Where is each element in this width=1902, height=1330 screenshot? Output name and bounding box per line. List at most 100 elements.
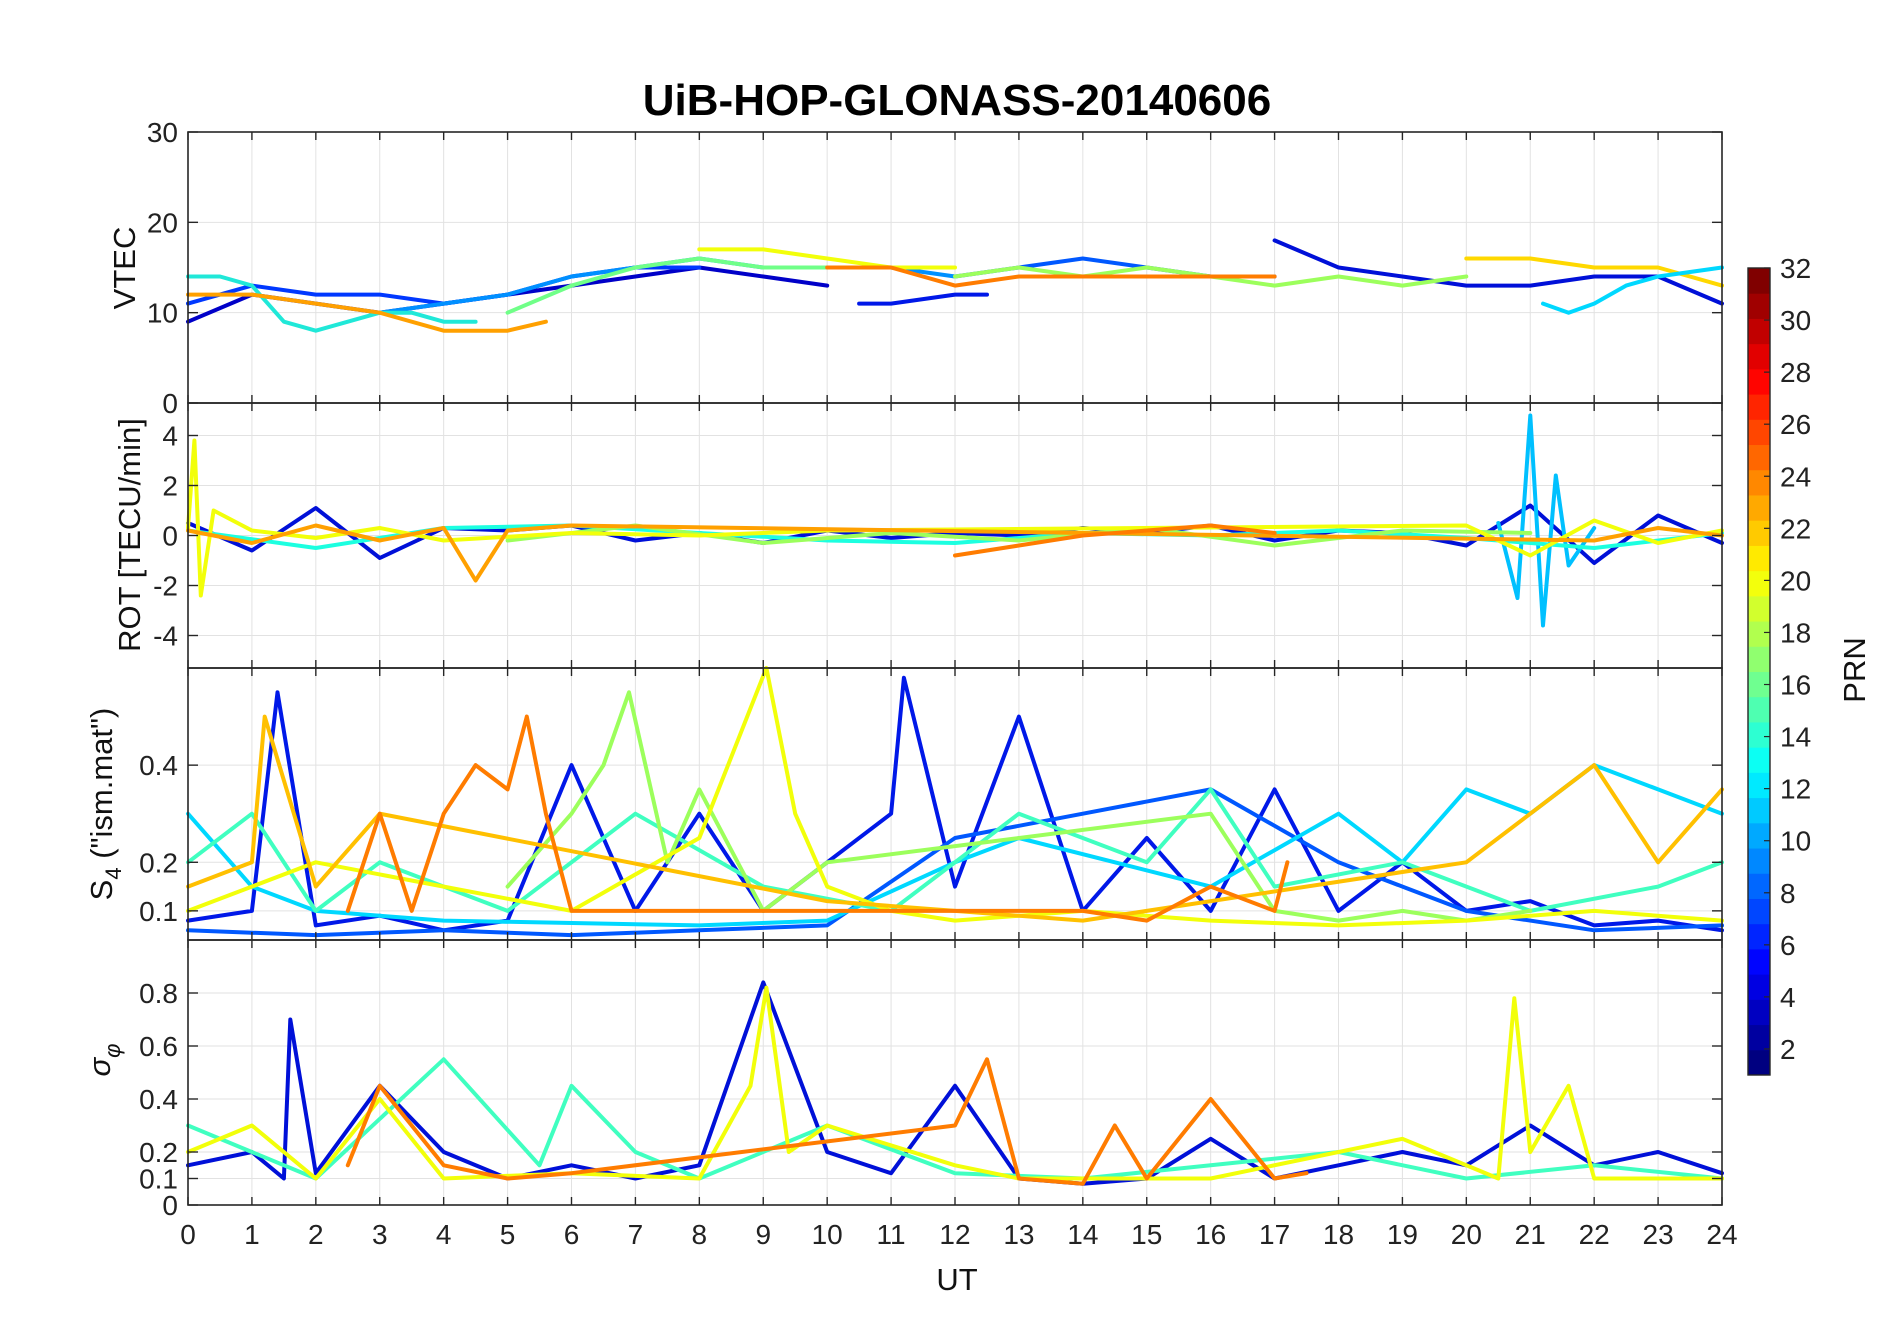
vtec-series-prn-23 <box>186 292 548 333</box>
vtec-series-prn-3 <box>1272 238 1724 306</box>
s4-series-prn-15 <box>186 787 1724 913</box>
x-tick-label: 22 <box>1579 1219 1610 1250</box>
vtec-series-prn-12 <box>1541 265 1724 315</box>
s4-series-prn-17 <box>505 690 1533 923</box>
x-tick-label: 20 <box>1451 1219 1482 1250</box>
s4-grid <box>187 668 1723 940</box>
x-tick-label: 0 <box>180 1219 196 1250</box>
colorbar-segment <box>1748 923 1770 950</box>
rot-ytick-label: 4 <box>162 421 178 452</box>
sigma-ylabel-sub: φ <box>100 1043 125 1057</box>
colorbar-tick-label: 10 <box>1780 826 1811 857</box>
sigma-ytick-label: 0 <box>162 1190 178 1221</box>
colorbar-segment <box>1748 696 1770 723</box>
rot-ticks: -4 -2 0 2 4 <box>153 403 1723 668</box>
colorbar-tick-label: 16 <box>1780 670 1811 701</box>
sigma-ytick-label: 0.6 <box>139 1031 178 1062</box>
colorbar-segment <box>1748 671 1770 698</box>
colorbar-segment <box>1748 646 1770 672</box>
colorbar-tick-label: 4 <box>1780 982 1796 1013</box>
rot-series-prn-23 <box>186 523 1724 583</box>
vtec-series-prn-4 <box>857 292 989 306</box>
x-tick-label: 9 <box>755 1219 771 1250</box>
rot-ytick-label: -4 <box>153 621 178 652</box>
colorbar-segment <box>1748 394 1770 420</box>
x-tick-label: 17 <box>1259 1219 1290 1250</box>
sigma-ytick-label: 0.1 <box>139 1164 178 1195</box>
s4-ylabel-sub: 4 <box>101 867 126 879</box>
sigma-series-prn-24 <box>345 1057 1309 1186</box>
x-tick-label: 2 <box>308 1219 324 1250</box>
vtec-ylabel: VTEC <box>107 227 142 310</box>
colorbar-segment <box>1748 419 1770 446</box>
sigma-series-prn-3 <box>186 980 1724 1186</box>
vtec-panel: 0 10 20 30 VTEC <box>107 117 1724 419</box>
colorbar-segment <box>1748 898 1770 925</box>
s4-ytick-label: 0.1 <box>139 896 178 927</box>
x-tick-label: 12 <box>939 1219 970 1250</box>
colorbar-segment <box>1748 1049 1770 1076</box>
vtec-ticks: 0 10 20 30 <box>147 117 1723 419</box>
x-axis-label: UT <box>936 1262 977 1297</box>
s4-panel: 0.1 0.2 0.4 S4 ("ism.mat") <box>84 666 1724 941</box>
colorbar-tick-label: 14 <box>1780 722 1811 753</box>
x-tick-label: 13 <box>1003 1219 1034 1250</box>
colorbar-segment <box>1748 822 1770 849</box>
rot-series-prn-11 <box>1496 413 1597 628</box>
sigma-ytick-label: 0.8 <box>139 978 178 1009</box>
vtec-series <box>186 238 1724 333</box>
chart-title: UiB-HOP-GLONASS-20140606 <box>643 76 1271 125</box>
colorbar-segment <box>1748 621 1770 647</box>
colorbar-segment <box>1748 721 1770 748</box>
x-tick-label: 3 <box>372 1219 388 1250</box>
colorbar-tick-label: 26 <box>1780 409 1811 440</box>
sigma-series-prn-20 <box>186 985 1724 1181</box>
sigma-panel: 00.10.2 0.4 0.6 0.8 σφ <box>82 939 1724 1221</box>
x-tick-label: 4 <box>436 1219 452 1250</box>
colorbar-segment <box>1748 444 1770 471</box>
colorbar-tick-label: 32 <box>1780 253 1811 284</box>
x-tick-label: 6 <box>564 1219 580 1250</box>
colorbar <box>1747 267 1771 1076</box>
sigma-ticks: 00.10.2 0.4 0.6 0.8 <box>139 940 1723 1221</box>
colorbar-segment <box>1748 570 1770 597</box>
colorbar-segment <box>1748 772 1770 799</box>
vtec-series-prn-20 <box>697 247 957 270</box>
colorbar-segment <box>1748 999 1770 1026</box>
rot-ytick-label: -2 <box>153 571 178 602</box>
colorbar-label: PRN <box>1837 637 1872 702</box>
colorbar-segment <box>1748 848 1770 874</box>
colorbar-tick-label: 8 <box>1780 878 1796 909</box>
x-tick-label: 8 <box>692 1219 708 1250</box>
s4-ticks: 0.1 0.2 0.4 <box>139 668 1723 940</box>
colorbar-segment <box>1748 268 1770 294</box>
vtec-series-prn-24 <box>825 265 1277 288</box>
s4-ytick-label: 0.4 <box>139 750 178 781</box>
rot-ytick-label: 0 <box>162 521 178 552</box>
s4-series <box>186 666 1724 938</box>
colorbar-segment <box>1748 1024 1770 1051</box>
x-tick-label: 10 <box>812 1219 843 1250</box>
sigma-ylabel: σφ <box>82 1043 125 1076</box>
colorbar-tick-label: 30 <box>1780 305 1811 336</box>
colorbar-segment <box>1748 293 1770 319</box>
colorbar-tick-label: 6 <box>1780 930 1796 961</box>
x-tick-label: 7 <box>628 1219 644 1250</box>
colorbar-segment <box>1748 318 1770 345</box>
sigma-ytick-label: 0.4 <box>139 1084 178 1115</box>
sigma-ytick-label: 0.2 <box>139 1137 178 1168</box>
colorbar-segment <box>1748 545 1770 572</box>
colorbar-tick-label: 22 <box>1780 513 1811 544</box>
colorbar-segment <box>1748 797 1770 824</box>
vtec-series-prn-16 <box>505 256 830 315</box>
vtec-ytick-label: 0 <box>162 388 178 419</box>
x-tick-label: 15 <box>1131 1219 1162 1250</box>
x-tick-label: 5 <box>500 1219 516 1250</box>
colorbar-segment <box>1748 469 1770 496</box>
colorbar-frame <box>1747 267 1771 1076</box>
colorbar-segment <box>1748 343 1770 370</box>
x-tick-label: 21 <box>1515 1219 1546 1250</box>
vtec-ytick-label: 10 <box>147 298 178 329</box>
